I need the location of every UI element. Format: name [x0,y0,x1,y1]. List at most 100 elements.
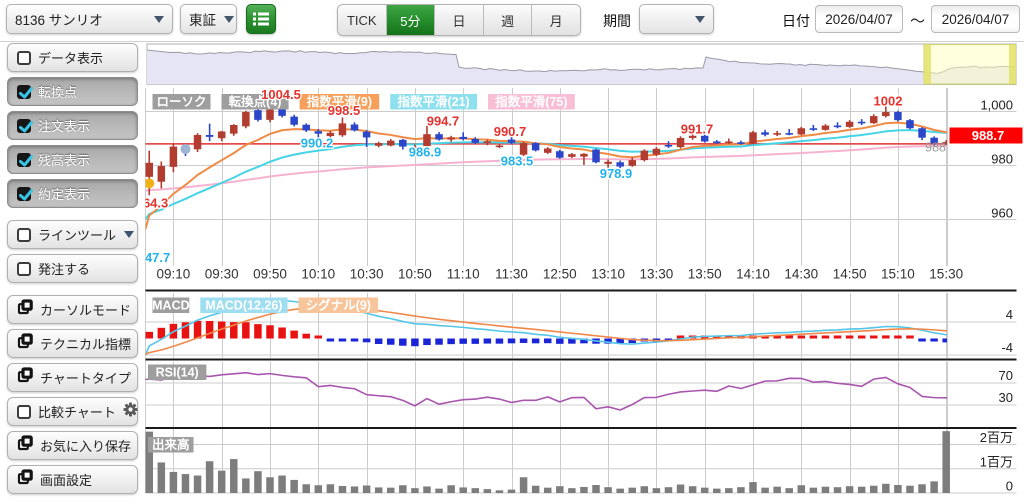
interval-tab-日[interactable]: 日 [435,5,484,35]
time-axis-label: 09:50 [253,267,287,282]
interval-tabs: TICK 5分日週月 [337,4,581,36]
navigator-handle-left[interactable] [924,44,931,85]
sidebar-button-balance-display[interactable]: 残高表示 [7,145,138,174]
sidebar-button-comparison-chart[interactable]: 比較チャート [7,397,138,426]
chevron-down-icon [224,15,234,23]
sidebar-button-data-display[interactable]: データ表示 [7,43,138,72]
checkbox-checked-icon[interactable] [17,152,33,167]
current-price-badge [949,127,1023,144]
market-select-value: 東証 [189,13,216,28]
turning-point-label: 994.7 [427,113,460,128]
symbol-list-button[interactable] [246,4,276,34]
checkbox-checked-icon[interactable] [17,186,33,201]
sidebar-button-screen-settings[interactable]: 画面設定 [7,465,138,494]
turning-point-label: 964.3 [136,195,169,210]
sidebar-button-label: チャートタイプ [40,371,131,386]
macd-axis-label: -4 [1001,340,1013,355]
turning-point-label: 998.5 [328,103,361,118]
sidebar-button-label: 残高表示 [38,153,91,168]
interval-tab-5分[interactable]: 5分 [386,5,436,35]
sidebar-button-label: 注文表示 [38,119,91,134]
legend-chip [299,94,380,110]
turning-point-label: 1004.5 [261,87,301,102]
chevron-down-icon[interactable] [124,231,135,238]
turning-point-label: 978.9 [600,166,633,181]
checkbox-unchecked-icon[interactable] [17,261,31,276]
macd-axis-label: 4 [1006,307,1013,322]
gear-icon[interactable] [122,401,139,422]
sidebar-button-chart-type[interactable]: チャートタイプ [7,363,138,392]
interval-tab-週[interactable]: 週 [483,5,533,35]
legend-chip-label: RSI(14) [156,366,199,380]
turning-point-label: 990.7 [494,124,527,139]
legend-chip [200,297,288,313]
trade-marker [145,178,155,189]
navigator-handle-right[interactable] [1009,44,1016,85]
checkbox-unchecked-icon[interactable] [17,404,31,419]
checkbox-checked-icon[interactable] [17,118,33,133]
legend-chip-label: 指数平滑(21) [397,94,469,109]
macd-panel [145,299,947,356]
date-range-separator: 〜 [910,13,926,30]
sidebar-button-line-tool[interactable]: ラインツール [7,220,138,249]
period-label: 期間 [603,12,631,29]
date-from-input[interactable]: 2026/04/07 [815,5,903,33]
time-axis-label: 14:10 [736,267,770,282]
period-select[interactable] [639,4,714,34]
time-axis-label: 11:30 [495,267,528,282]
time-axis-label: 10:10 [301,267,335,282]
turning-point-labels: 964.3 947.7 1004.5 990.2 998.5 986.9 994.7 990.… [136,87,904,266]
sidebar-button-execution-display[interactable]: 約定表示 [7,179,138,208]
sidebar-button-label: 比較チャート [38,405,116,420]
sidebar-button-cursor-mode[interactable]: カーソルモード [7,295,138,324]
legend-chip-label: MACD(12,26) [205,299,282,313]
legend-chip [298,297,379,313]
sidebar-button-label: データ表示 [38,51,104,66]
legend-chip-label: 指数平滑(9) [307,94,372,109]
sidebar-button-label: ラインツール [38,228,117,243]
navigator-selection[interactable] [923,44,1016,85]
rsi-axis-label: 70 [999,368,1013,383]
sidebar-button-label: テクニカル指標 [40,337,132,352]
sidebar: データ表示転換点注文表示残高表示約定表示ラインツール 発注するカーソルモードテクニ… [0,41,145,499]
time-axis-label: 13:50 [688,267,722,282]
sidebar-button-label: お気に入り保存 [40,439,132,454]
time-axis-label: 13:10 [591,267,625,282]
right-axis: 1,000 980 960 4 -4 70 30 2百万 1百万 0 [980,98,1013,494]
time-axis-label: 15:10 [881,267,915,282]
date-to-input[interactable]: 2026/04/07 [931,5,1020,33]
sidebar-button-place-order[interactable]: 発注する [7,254,138,283]
overlapping-squares-icon [17,367,33,388]
turning-point-label: 947.7 [138,250,171,265]
interval-tab-TICK[interactable]: TICK [338,5,387,35]
candles [145,99,947,196]
volume-axis-label: 0 [1006,479,1013,494]
symbol-select-value: 8136 サンリオ [15,13,103,28]
sidebar-button-technical-indicator[interactable]: テクニカル指標 [7,329,138,358]
legend-chip [390,94,477,110]
sidebar-button-order-display[interactable]: 注文表示 [7,111,138,140]
legend-chip [488,94,575,110]
sidebar-button-favorite-save[interactable]: お気に入り保存 [7,431,138,460]
list-icon [253,12,269,26]
symbol-select[interactable]: 8136 サンリオ [6,4,173,34]
turning-point-label: 1002 [874,94,903,109]
time-axis: 09:10 09:30 09:50 10:10 10:30 10:50 11:10 11:30… [157,267,964,282]
checkbox-checked-icon[interactable] [17,84,33,99]
chevron-down-icon [695,15,705,23]
turning-point-label: 991.7 [681,121,714,136]
checkbox-unchecked-icon[interactable] [17,50,31,65]
legend-chip-label: 出来高 [152,437,190,452]
market-select[interactable]: 東証 [180,4,237,34]
sidebar-button-label: 転換点 [38,85,78,100]
checkbox-unchecked-icon[interactable] [17,227,31,242]
sidebar-button-turning-point[interactable]: 転換点 [7,77,138,106]
sidebar-button-label: 発注する [38,262,91,277]
overlapping-squares-icon [17,299,33,320]
interval-tab-月[interactable]: 月 [532,5,580,35]
overlapping-squares-icon [17,435,33,456]
overlapping-squares-icon [17,469,33,490]
